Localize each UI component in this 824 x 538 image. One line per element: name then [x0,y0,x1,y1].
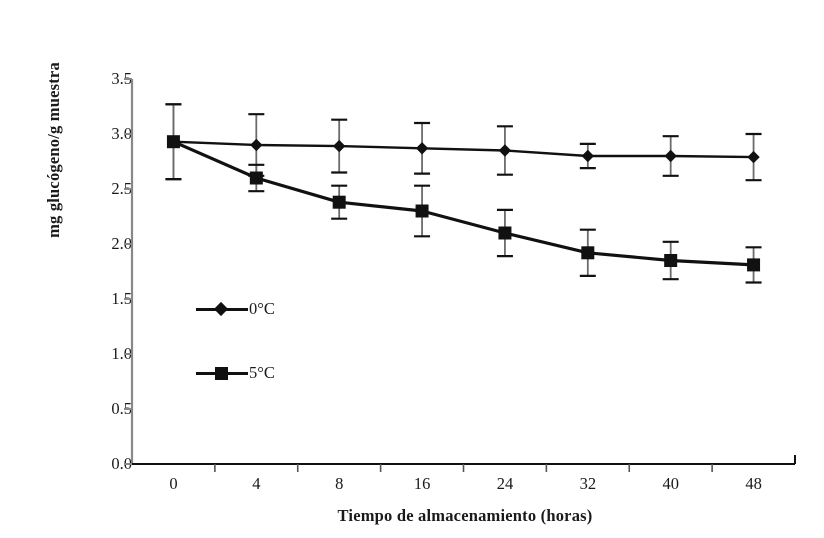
y-axis-tick-label: 1.0 [111,343,132,363]
y-axis-tick-label: 0.5 [111,398,132,418]
data-point-diamond [498,144,512,157]
y-axis-tick-labels: 0.0 0.5 1.0 1.5 2.0 2.5 3.0 3.5 [86,0,132,538]
data-point-diamond [747,150,760,164]
data-point-square [166,135,180,149]
x-axis-tick-label: 0 [169,474,178,493]
y-axis-tick-label: 2.5 [111,178,132,198]
data-point-diamond [581,149,595,163]
y-axis-tick-label: 3.0 [111,123,132,143]
x-axis-title: Tiempo de almacenamiento (horas) [337,506,593,525]
x-axis-tick-label: 4 [252,474,261,493]
series-5C [165,103,762,284]
data-point-square [332,195,346,209]
data-point-square [664,254,678,267]
x-axis-tick-label: 32 [579,474,597,493]
data-point-square [415,204,429,218]
x-axis-tick-label: 16 [413,474,431,493]
data-point-diamond [250,138,263,152]
data-point-square [581,246,595,260]
x-axis-tick-label: 24 [496,474,514,493]
legend-label-0: 0°C [249,299,275,318]
data-point-diamond [415,142,429,155]
data-point-diamond [332,139,346,153]
legend-marker-square-icon [196,364,248,382]
legend-label-1: 5°C [249,363,275,382]
y-axis-tick-label: 1.5 [111,288,132,308]
legend-marker-diamond-icon [196,300,248,318]
series-0C [165,103,762,182]
data-point-diamond [664,149,677,163]
y-axis-tick-label: 2.0 [111,233,132,253]
legend-item-0[interactable]: 0°C [196,298,326,320]
legend-item-1[interactable]: 5°C [196,362,326,384]
series-line [173,140,754,159]
data-point-square [747,258,761,272]
chart-legend: 0°C 5°C [196,298,326,426]
data-point-square [249,171,263,185]
y-axis-tick-label: 0.0 [111,453,132,473]
series-line [172,140,754,267]
x-axis-tick-label: 8 [335,474,344,493]
data-point-square [498,226,512,240]
x-axis-tick-label: 48 [745,474,762,493]
x-axis-tick-label: 40 [662,474,679,493]
y-axis-tick-label: 3.5 [111,68,132,88]
